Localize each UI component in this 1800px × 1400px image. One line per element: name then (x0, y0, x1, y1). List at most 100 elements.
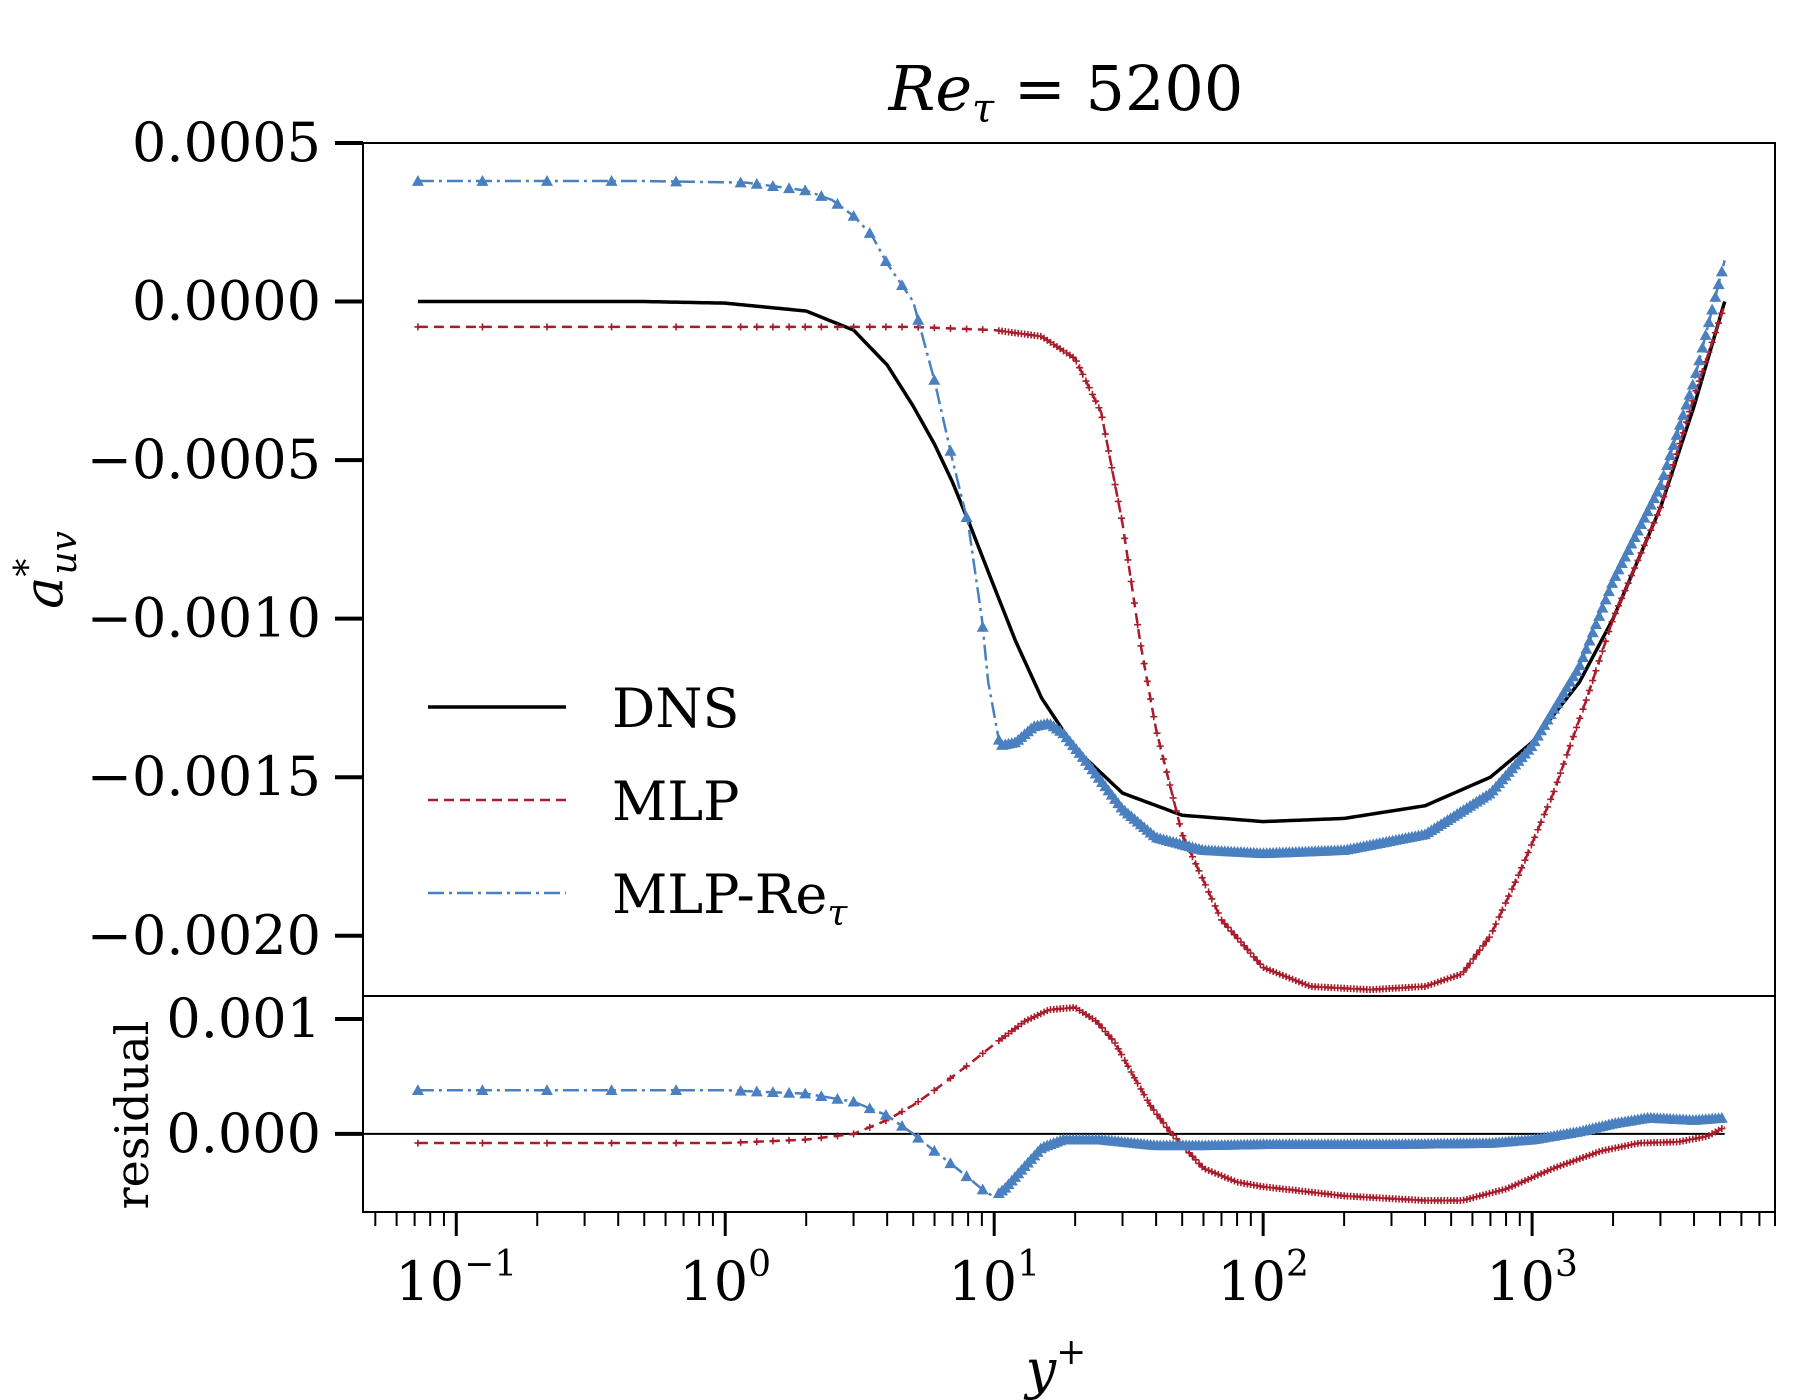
main-marker-mlp (1637, 549, 1645, 557)
main-marker-mlp-re-tau (912, 313, 925, 325)
main-marker-mlp (1634, 556, 1642, 564)
main-marker-mlp (1234, 934, 1242, 942)
main-marker-mlp (1702, 358, 1710, 366)
main-marker-mlp-re-tau (1557, 686, 1570, 698)
residual-marker-mlp (850, 1130, 858, 1138)
main-marker-mlp (1569, 733, 1577, 741)
main-marker-mlp (1615, 602, 1623, 610)
residual-marker-mlp-re-tau (944, 1157, 957, 1169)
main-marker-mlp-re-tau (476, 175, 489, 186)
residual-marker-mlp (1034, 1011, 1042, 1019)
residual-marker-mlp (1227, 1176, 1235, 1184)
main-marker-mlp (1660, 493, 1668, 501)
main-marker-mlp (1176, 820, 1184, 828)
residual-marker-mlp (1573, 1156, 1581, 1164)
residual-marker-mlp (414, 1139, 422, 1147)
residual-marker-mlp (1224, 1174, 1232, 1182)
main-marker-mlp-re-tau (1677, 408, 1690, 420)
main-marker-mlp (1547, 795, 1555, 803)
residual-marker-mlp (801, 1136, 809, 1144)
residual-marker-mlp (1556, 1162, 1564, 1170)
main-marker-mlp (1214, 909, 1222, 917)
residual-marker-mlp-re-tau (847, 1095, 860, 1107)
main-marker-mlp (1518, 864, 1526, 872)
main-marker-mlp (1111, 481, 1119, 489)
residual-marker-mlp-re-tau (928, 1144, 941, 1156)
main-marker-mlp (1105, 447, 1113, 455)
main-marker-mlp (1195, 867, 1203, 875)
residual-marker-mlp (1524, 1175, 1532, 1183)
main-marker-mlp (1466, 959, 1474, 967)
residual-marker-mlp (1208, 1168, 1216, 1176)
main-marker-mlp-re-tau (1612, 563, 1625, 575)
main-marker-mlp (833, 323, 841, 331)
residual-marker-mlp (1563, 1159, 1571, 1167)
residual-line-mlp (417, 1006, 1726, 1202)
main-marker-mlp (1147, 695, 1155, 703)
main-marker-mlp-re-tau (1631, 524, 1644, 536)
main-marker-mlp (1269, 967, 1277, 975)
residual-marker-mlp (1150, 1106, 1158, 1114)
main-marker-mlp (672, 323, 680, 331)
main-marker-mlp (1431, 979, 1439, 987)
main-marker-mlp (1150, 713, 1158, 721)
main-marker-mlp (1092, 397, 1100, 405)
main-marker-mlp-re-tau (1648, 492, 1661, 504)
main-marker-mlp-re-tau (1586, 626, 1599, 638)
residual-marker-mlp (1147, 1102, 1155, 1110)
main-y-tick-label: −0.0005 (87, 428, 321, 491)
residual-marker-mlp (1485, 1189, 1493, 1197)
residual-marker-mlp (769, 1137, 777, 1145)
main-marker-mlp (1208, 895, 1216, 903)
main-marker-mlp (1666, 471, 1674, 479)
main-marker-mlp (1298, 979, 1306, 987)
residual-marker-mlp-re-tau (976, 1183, 989, 1195)
main-marker-mlp (1266, 966, 1274, 974)
residual-marker-mlp (1702, 1133, 1710, 1141)
main-marker-mlp (1130, 599, 1138, 607)
main-marker-mlp-re-tau (1644, 498, 1657, 510)
main-line-mlp (417, 304, 1726, 991)
residual-marker-mlp (1153, 1110, 1161, 1118)
main-marker-mlp (1163, 768, 1171, 776)
main-marker-mlp-re-tau (1547, 702, 1560, 714)
residual-marker-mlp-re-tau (605, 1084, 618, 1096)
x-axis-ticks: 10−1 100 101 102 103 (374, 1212, 1776, 1313)
main-marker-mlp (1095, 404, 1103, 412)
main-marker-mlp (1553, 778, 1561, 786)
main-marker-mlp-re-tau (1635, 518, 1648, 530)
main-marker-mlp (1505, 892, 1513, 900)
residual-marker-mlp (1156, 1115, 1164, 1123)
main-marker-mlp (1673, 450, 1681, 458)
main-marker-mlp-re-tau (1657, 469, 1670, 481)
main-y-tick-label: −0.0015 (87, 745, 321, 808)
main-marker-mlp (1718, 309, 1726, 317)
legend: DNS MLP MLP-Reτ (428, 677, 848, 934)
residual-marker-mlp (1121, 1056, 1129, 1064)
residual-marker-mlp (1037, 1010, 1045, 1018)
main-marker-mlp (1134, 621, 1142, 629)
main-marker-mlp (1527, 841, 1535, 849)
main-y-tick-label: −0.0010 (87, 587, 321, 650)
main-marker-mlp (1482, 937, 1490, 945)
residual-marker-mlp (1169, 1131, 1177, 1139)
residual-marker-mlp (1124, 1062, 1132, 1070)
residual-marker-mlp (1189, 1152, 1196, 1160)
main-marker-mlp (1250, 953, 1258, 961)
main-marker-mlp (1447, 974, 1455, 982)
main-marker-mlp-re-tau (1638, 511, 1651, 523)
residual-marker-mlp (1595, 1148, 1603, 1156)
main-marker-mlp (1450, 973, 1458, 981)
main-marker-mlp (1560, 760, 1568, 768)
main-marker-mlp-re-tau (783, 182, 796, 194)
main-marker-mlp (1647, 526, 1655, 534)
main-marker-mlp (1595, 657, 1603, 665)
residual-marker-mlp (1211, 1169, 1219, 1177)
residual-marker-mlp-re-tau (879, 1108, 892, 1120)
main-y-tick-label: 0.0005 (132, 111, 321, 174)
main-marker-mlp-re-tau (1693, 354, 1706, 366)
main-marker-mlp (753, 323, 761, 331)
main-marker-mlp (1276, 970, 1284, 978)
main-marker-mlp (1166, 781, 1174, 789)
